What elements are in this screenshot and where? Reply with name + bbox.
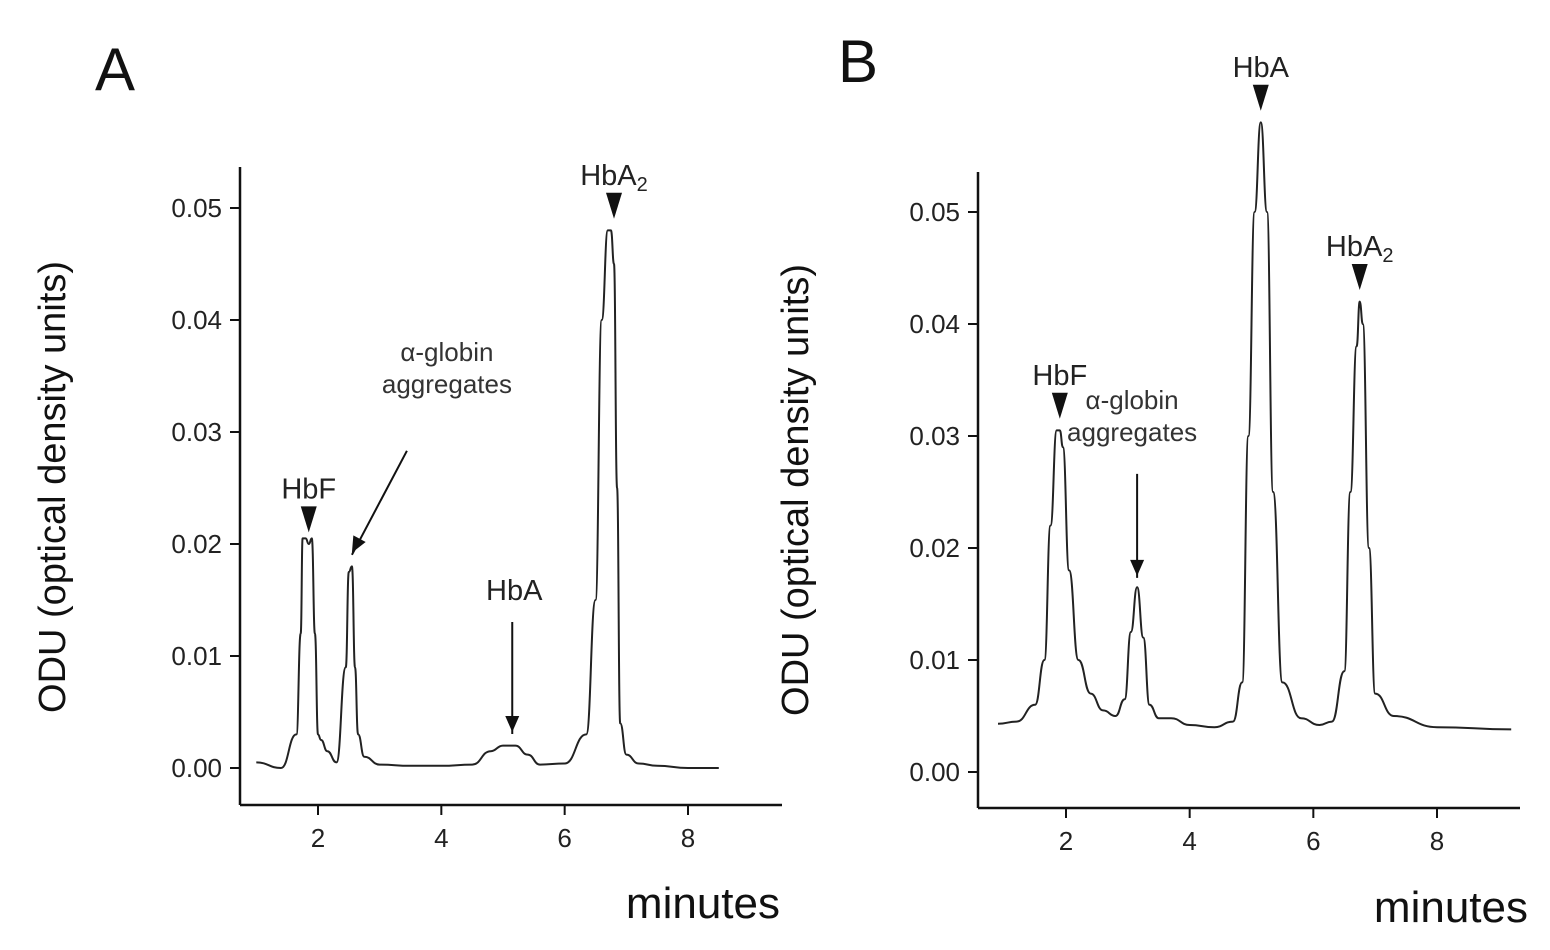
panel-a-x-tick-label: 6 xyxy=(557,823,571,853)
panel-a--globin-label-line2: aggregates xyxy=(382,369,512,399)
panel-a--globin-arrow xyxy=(351,450,408,556)
panel-b-y-tick-label: 0.00 xyxy=(909,757,960,787)
panel-b--globin-label: α-globin xyxy=(1086,385,1179,415)
panel-b-hba-marker xyxy=(1252,84,1269,111)
panel-a-y-axis-label: ODU (optical density units) xyxy=(32,261,74,713)
panel-a-y-tick-label: 0.05 xyxy=(171,193,222,223)
panel-b-traces xyxy=(997,121,1512,731)
panel-b-chart: B ODU (optical density units) minutes 0.… xyxy=(775,28,1528,932)
panel-b-ticks: 0.00 0.01 0.02 0.03 0.04 0.05 2 4 6 8 xyxy=(909,197,1444,856)
panel-a-x-tick-label: 8 xyxy=(681,823,695,853)
panel-a-hbf-marker xyxy=(300,506,317,533)
panel-b-hbf-marker xyxy=(1051,392,1068,419)
panel-a-hba2-label: HbA2 xyxy=(580,160,648,196)
panel-a-y-tick-label: 0.00 xyxy=(171,753,222,783)
panel-a-ticks: 0.00 0.01 0.02 0.03 0.04 0.05 2 4 6 8 xyxy=(171,193,695,853)
panel-a-hba2-marker xyxy=(606,192,622,219)
panel-b-y-axis-label: ODU (optical density units) xyxy=(775,264,817,716)
panel-a-x-tick-label: 4 xyxy=(434,823,448,853)
panel-b-x-tick-label: 8 xyxy=(1430,826,1444,856)
panel-b-hba2-label: HbA2 xyxy=(1326,231,1394,267)
panel-b-x-axis-label: minutes xyxy=(1374,883,1528,932)
panel-a-y-tick-label: 0.04 xyxy=(171,305,222,335)
panel-a-y-tick-label: 0.02 xyxy=(171,529,222,559)
panel-a-letter: A xyxy=(95,36,135,103)
panel-b-hba2-marker xyxy=(1351,264,1368,290)
panel-b-chromatogram-trace xyxy=(997,121,1512,731)
panel-b--globin-arrowhead xyxy=(1130,559,1145,576)
panel-a-x-tick-label: 2 xyxy=(311,823,325,853)
panel-a-y-tick-label: 0.01 xyxy=(171,641,222,671)
panel-b-y-tick-label: 0.04 xyxy=(909,309,960,339)
panel-a--globin-arrowhead xyxy=(351,535,366,553)
panel-b-y-tick-label: 0.02 xyxy=(909,533,960,563)
panel-b-x-tick-label: 2 xyxy=(1059,826,1073,856)
panel-b-hbf-label: HbF xyxy=(1032,360,1087,392)
panel-a-hba-arrowhead xyxy=(505,716,520,732)
panel-b-hba-label: HbA xyxy=(1233,52,1290,84)
panel-a--globin-label: α-globin xyxy=(400,337,493,367)
panel-a-x-axis-label: minutes xyxy=(626,879,780,928)
panel-b-y-tick-label: 0.05 xyxy=(909,197,960,227)
panel-a-hba-label: HbA xyxy=(486,575,543,607)
panel-b-y-tick-label: 0.01 xyxy=(909,645,960,675)
panel-a-traces xyxy=(256,229,719,770)
panel-a-chart: A ODU (optical density units) minutes 0.… xyxy=(32,36,782,928)
panel-b--globin-label-line2: aggregates xyxy=(1067,417,1197,447)
panel-b-x-tick-label: 4 xyxy=(1182,826,1196,856)
panel-a-y-tick-label: 0.03 xyxy=(171,417,222,447)
panel-b-x-tick-label: 6 xyxy=(1306,826,1320,856)
panel-b-letter: B xyxy=(838,28,878,95)
panel-b-y-tick-label: 0.03 xyxy=(909,421,960,451)
panel-a-chromatogram-trace xyxy=(256,229,719,770)
panel-a-hbf-label: HbF xyxy=(281,473,336,505)
